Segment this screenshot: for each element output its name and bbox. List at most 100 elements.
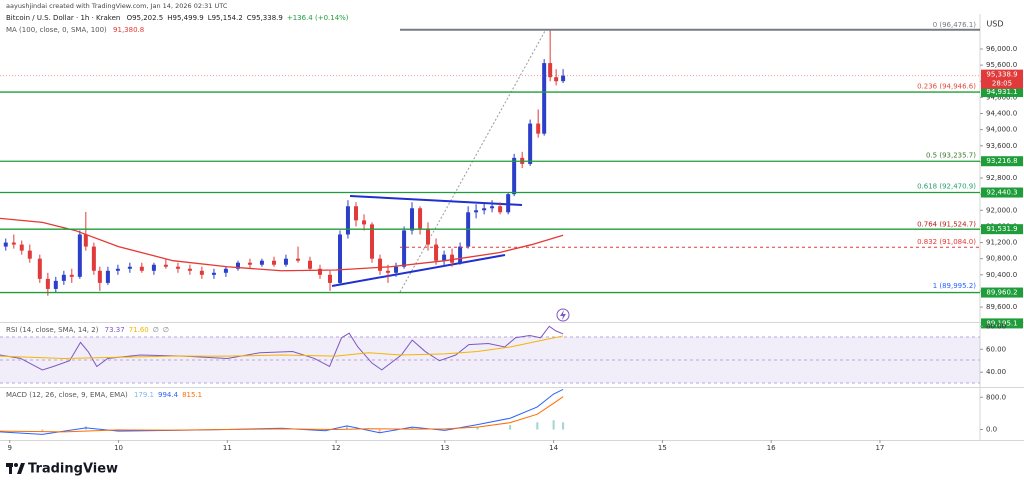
ma-label: MA (100, close, 0, SMA, 100) — [6, 26, 107, 34]
candle-body — [345, 206, 350, 235]
histogram-bar — [345, 426, 348, 430]
y-tick-label: 0.0 — [986, 426, 997, 434]
indicator-line — [0, 396, 564, 433]
candle-body — [442, 254, 447, 261]
x-tick-label: 10 — [114, 444, 123, 452]
candle-body — [317, 268, 322, 275]
candle-body — [77, 234, 82, 277]
candle-body — [554, 77, 559, 82]
macd-legend: MACD (12, 26, close, 9, EMA, EMA) 179.1 9… — [6, 391, 206, 399]
candle-body — [163, 264, 168, 267]
price-tag — [981, 187, 1023, 198]
y-tick-label: 90,800.0 — [986, 255, 1017, 263]
symbol-line: Bitcoin / U.S. Dollar · 1h · Kraken O95,… — [6, 14, 353, 22]
price-tag — [981, 87, 1023, 98]
candle-body — [211, 272, 216, 275]
y-tick-label: 800.0 — [986, 393, 1006, 401]
y-tick-label: 91,200.0 — [986, 239, 1017, 247]
histogram-bar — [509, 425, 512, 430]
price-tag-label: 94,931.1 — [986, 88, 1017, 96]
price-tag — [981, 287, 1023, 298]
x-tick-label: 14 — [549, 444, 558, 452]
logo-bar — [9, 463, 12, 474]
x-tick-label: 13 — [440, 444, 449, 452]
candle-body — [223, 268, 228, 273]
indicator-value: ∅ — [162, 326, 169, 334]
ohlc-value: H95,499.9 — [167, 14, 204, 22]
price-tag-label: 89,960.2 — [986, 289, 1017, 297]
candle-body — [11, 242, 16, 245]
price-tag-label: 93,216.8 — [986, 157, 1017, 165]
candle-body — [199, 270, 204, 275]
price-tag — [981, 318, 1023, 329]
symbol: Bitcoin / U.S. Dollar · 1h · Kraken — [6, 14, 121, 22]
candle-body — [490, 206, 495, 209]
candle-body — [247, 262, 252, 265]
histogram-bar — [41, 429, 44, 432]
ohlc-value: L95,154.2 — [207, 14, 243, 22]
price-tag-label: 91,531.9 — [986, 225, 1017, 233]
indicator-value: 815.1 — [182, 391, 203, 399]
candle-body — [37, 258, 42, 279]
histogram-bar — [476, 427, 479, 430]
candle-body — [105, 270, 110, 283]
candle-body — [536, 123, 541, 134]
candle-body — [271, 260, 276, 265]
fib-label: 0.618 (92,470.9) — [917, 182, 976, 190]
brand-logo — [6, 463, 25, 474]
y-tick-label: 89,600.0 — [986, 303, 1017, 311]
y-tick-label: 94,800.0 — [986, 93, 1017, 101]
indicator-value: 73.37 — [104, 326, 125, 334]
indicator-value: ∅ — [152, 326, 159, 334]
candle-body — [328, 274, 333, 283]
candle-body — [561, 75, 566, 82]
candle-body — [450, 254, 455, 263]
fib-label: 1 (89,995.2) — [933, 282, 977, 290]
candle-body — [97, 270, 102, 283]
attribution: aayushjindai created with TradingView.co… — [6, 2, 228, 10]
indicator-value: 71.60 — [128, 326, 149, 334]
candle-body — [3, 242, 8, 247]
price-tag — [981, 224, 1023, 235]
alert-bolt — [560, 310, 566, 320]
y-tick-label: 95,600.0 — [986, 61, 1017, 69]
candle-body — [498, 206, 503, 213]
histogram-bar — [411, 427, 414, 430]
candle-body — [474, 210, 479, 213]
candle-body — [187, 268, 192, 271]
y-tick-label: 94,400.0 — [986, 109, 1017, 117]
indicator-line — [0, 325, 564, 371]
macd-label: MACD (12, 26, close, 9, EMA, EMA) — [6, 391, 128, 399]
candle-body — [259, 260, 264, 265]
candle-body — [426, 228, 431, 245]
candle-body — [296, 258, 301, 261]
y-tick-label: 40.00 — [986, 368, 1006, 376]
y-tick-label: 92,000.0 — [986, 206, 1017, 214]
ohlc-value: O95,202.5 — [126, 14, 164, 22]
candle-body — [151, 264, 156, 271]
trend-line — [331, 254, 506, 287]
ohlc-value: C95,338.9 — [246, 14, 283, 22]
indicator-line — [0, 335, 564, 359]
candle-body — [61, 274, 66, 281]
candle-body — [394, 266, 399, 273]
fib-label: 0.236 (94,946.6) — [917, 82, 976, 90]
currency: USD — [986, 20, 1003, 29]
last-price-tag — [981, 69, 1023, 89]
candle-body — [362, 220, 367, 225]
candle-body — [353, 206, 358, 221]
candle-body — [482, 208, 487, 211]
histogram-bar — [536, 422, 539, 430]
x-tick-label: 17 — [875, 444, 884, 452]
indicator-value: 994.4 — [158, 391, 179, 399]
candle-body — [115, 268, 120, 271]
candle-body — [235, 262, 240, 269]
candle-body — [19, 244, 24, 251]
candle-body — [378, 258, 383, 271]
y-tick-label: 96,000.0 — [986, 45, 1017, 53]
candle-body — [53, 280, 58, 289]
fib-label: 0 (96,476.1) — [933, 21, 977, 29]
price-tag-label: 92,440.3 — [986, 189, 1017, 197]
